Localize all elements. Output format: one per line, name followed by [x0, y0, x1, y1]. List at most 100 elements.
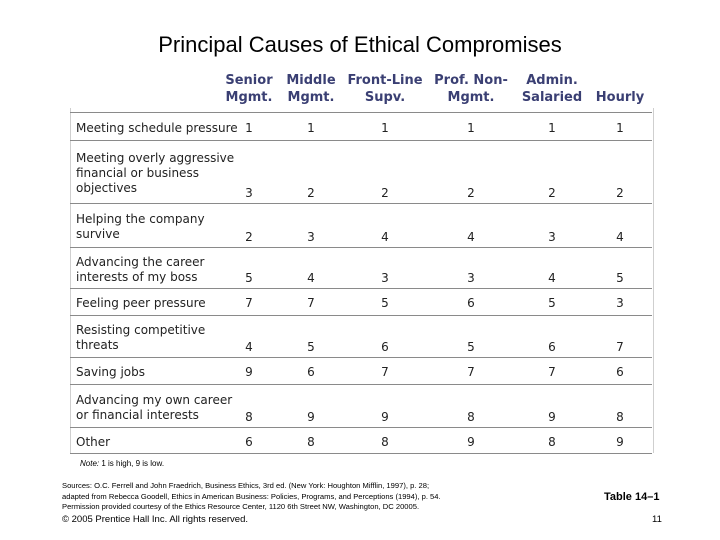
row-label-line: Saving jobs: [76, 365, 145, 379]
column-header-line: Admin.: [526, 73, 578, 88]
table-cell: 9: [245, 365, 253, 379]
table-cell: 1: [616, 120, 624, 135]
slide-title: Principal Causes of Ethical Compromises: [158, 32, 562, 57]
column-header-line: Supv.: [364, 90, 406, 105]
table-cell: 1: [381, 120, 389, 135]
row-label-line: financial or business: [76, 166, 199, 180]
table-cell: 9: [548, 410, 556, 424]
row-label: Meeting overly aggressive financial or bu…: [76, 151, 234, 196]
table-cell: 8: [616, 410, 624, 424]
table-row: Feeling peer pressure 7 7 5 6 5 3: [70, 288, 652, 316]
table-cell: 6: [467, 296, 475, 310]
row-label-line: survive: [76, 227, 120, 241]
table-cell: 3: [381, 271, 389, 285]
table-row: Helping the company survive 2 3 4 4 3 4: [70, 203, 652, 248]
table-cell: 8: [467, 410, 475, 424]
table-row: Saving jobs 9 6 7 7 7 6: [70, 357, 652, 385]
table-cell: 4: [616, 230, 624, 244]
row-label: Resisting competitive threats: [76, 323, 205, 353]
table-cell: 2: [245, 230, 253, 244]
table-cell: 3: [245, 186, 253, 200]
table-row: Other 6 8 8 9 8 9: [70, 427, 652, 454]
table-bottom-border: [70, 453, 652, 454]
table-cell: 4: [548, 271, 556, 285]
column-header: Hourly: [570, 89, 670, 106]
row-label-line: Advancing my own career: [76, 392, 233, 407]
column-header: Prof. Non- Mgmt.: [421, 72, 521, 106]
table-cell: 2: [548, 186, 556, 200]
row-label-line: Other: [76, 434, 111, 449]
table-cell: 3: [616, 296, 624, 310]
row-label-line: objectives: [76, 181, 138, 195]
row-label-line: Resisting competitive: [76, 323, 206, 337]
column-header-line: Prof. Non-: [434, 73, 508, 88]
column-header-line: Middle: [286, 73, 336, 88]
copyright: © 2005 Prentice Hall Inc. All rights res…: [62, 514, 249, 525]
row-label: Advancing my own career or financial inte…: [76, 393, 232, 423]
sources-line-1: Sources: O.C. Ferrell and John Fraedrich…: [62, 481, 430, 490]
table-cell: 2: [616, 186, 624, 200]
row-label-line: Helping the company: [76, 212, 205, 226]
table-cell: 1: [548, 120, 556, 135]
table-cell: 4: [467, 230, 475, 244]
table-cell: 5: [381, 296, 389, 310]
table-cell: 2: [307, 186, 315, 200]
column-header: Admin. Salaried: [502, 72, 602, 106]
table-row: Resisting competitive threats 4 5 6 5 6 7: [70, 315, 652, 358]
column-header-line: Mgmt.: [225, 90, 273, 105]
column-header-line: Front-Line: [347, 73, 423, 88]
table-row: Meeting overly aggressive financial or bu…: [70, 140, 652, 204]
table-cell: 5: [307, 340, 315, 354]
table-cell: 5: [245, 271, 253, 285]
note-prefix: Note:: [80, 459, 100, 468]
table-cell: 3: [467, 271, 475, 285]
table-cell: 4: [245, 340, 253, 354]
column-header: Middle Mgmt.: [261, 72, 361, 106]
sources-line-2: adapted from Rebecca Goodell, Ethics in …: [62, 491, 441, 501]
table-cell: 3: [307, 230, 315, 244]
column-header: Front-Line Supv.: [335, 72, 435, 106]
row-label-line: Advancing the career: [76, 254, 205, 269]
row-label-line: or financial interests: [76, 407, 199, 422]
row-label-line: Feeling peer pressure: [76, 296, 206, 310]
table-cell: 8: [548, 434, 556, 449]
row-label-line: Meeting schedule pressure: [76, 120, 238, 135]
row-label-line: interests of my boss: [76, 269, 198, 284]
table-row: Advancing the career interests of my boss…: [70, 247, 652, 289]
column-header-line: Senior: [225, 73, 273, 88]
table-cell: 4: [307, 271, 315, 285]
row-label: Advancing the career interests of my boss: [76, 255, 204, 285]
table-cell: 6: [307, 365, 315, 379]
row-label: Meeting schedule pressure: [76, 121, 238, 136]
table-cell: 6: [548, 340, 556, 354]
column-header-line: Mgmt.: [447, 90, 495, 105]
table-cell: 6: [245, 434, 253, 449]
table-cell: 6: [381, 340, 389, 354]
table-note: Note: 1 is high, 9 is low.: [80, 459, 164, 468]
table-cell: 2: [467, 186, 475, 200]
table-cell: 8: [307, 434, 315, 449]
table-cell: 7: [245, 296, 253, 310]
row-label: Feeling peer pressure: [76, 296, 206, 311]
table-cell: 3: [548, 230, 556, 244]
table-cell: 7: [548, 365, 556, 379]
sources-text: Sources: O.C. Ferrell and John Fraedrich…: [62, 481, 441, 513]
table-cell: 1: [467, 120, 475, 135]
table-number: Table 14–1: [604, 491, 660, 503]
row-label-line: threats: [76, 338, 119, 352]
table-cell: 1: [307, 120, 315, 135]
table-row: Meeting schedule pressure 1 1 1 1 1 1: [70, 112, 652, 141]
table-cell: 2: [381, 186, 389, 200]
column-header-line: Hourly: [595, 90, 645, 105]
row-label: Saving jobs: [76, 365, 145, 380]
row-label: Helping the company survive: [76, 212, 205, 242]
table-cell: 9: [307, 410, 315, 424]
page-number: 11: [652, 514, 662, 525]
table-cell: 7: [467, 365, 475, 379]
column-header-line: Salaried: [521, 90, 583, 105]
table-cell: 1: [245, 120, 253, 135]
table-cell: 8: [381, 434, 389, 449]
table-cell: 7: [307, 296, 315, 310]
table-cell: 9: [467, 434, 475, 449]
table-frame: [70, 108, 654, 453]
